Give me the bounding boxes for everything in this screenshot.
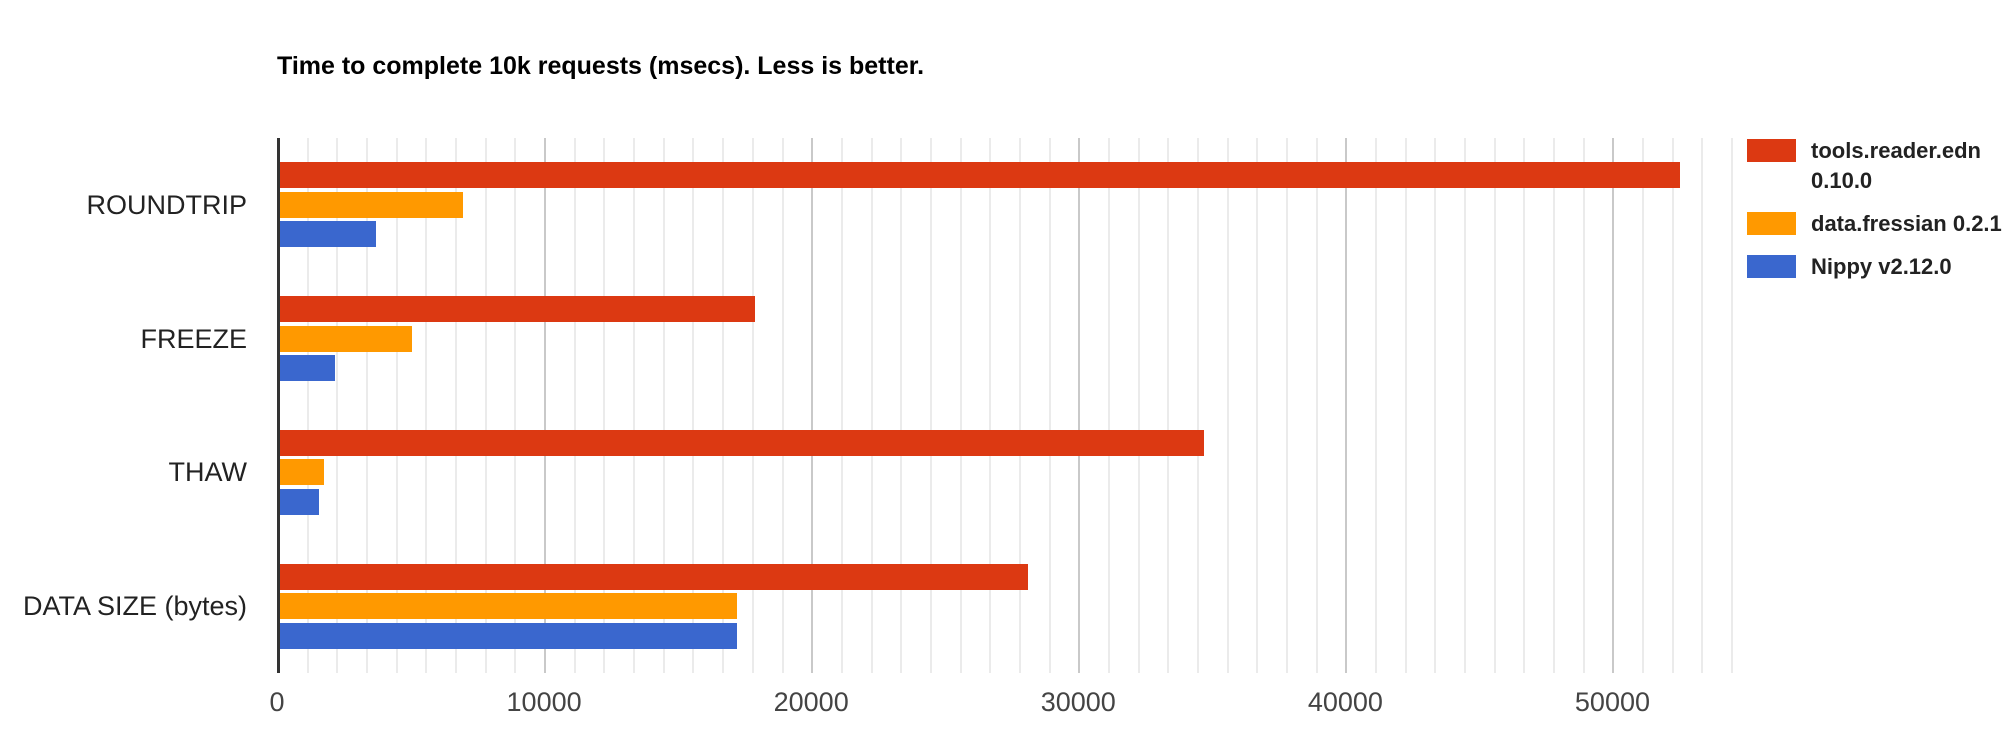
minor-gridline bbox=[1701, 138, 1704, 673]
minor-gridline bbox=[1582, 138, 1585, 673]
bar-roundtrip-tools-reader-edn-0-10-0[interactable] bbox=[280, 162, 1680, 189]
legend-entry[interactable]: Nippy v2.12.0 bbox=[1747, 252, 2003, 282]
x-tick-label: 50000 bbox=[1574, 687, 1650, 717]
x-tick-label: 20000 bbox=[773, 687, 849, 717]
x-tick-label: 40000 bbox=[1307, 687, 1383, 717]
bar-freeze-data-fressian-0-2-1[interactable] bbox=[280, 325, 413, 352]
legend-entry[interactable]: data.fressian 0.2.1 bbox=[1747, 209, 2003, 239]
legend-swatch bbox=[1747, 255, 1796, 278]
minor-gridline bbox=[425, 138, 428, 673]
minor-gridline bbox=[1018, 138, 1021, 673]
minor-gridline bbox=[781, 138, 784, 673]
minor-gridline bbox=[1375, 138, 1378, 673]
minor-gridline bbox=[1731, 138, 1734, 673]
minor-gridline bbox=[1196, 138, 1199, 673]
legend-swatch bbox=[1747, 139, 1796, 162]
minor-gridline bbox=[484, 138, 487, 673]
legend-label: data.fressian 0.2.1 bbox=[1811, 211, 2002, 236]
minor-gridline bbox=[366, 138, 369, 673]
x-tick-label: 10000 bbox=[506, 687, 582, 717]
category-label: ROUNDTRIP bbox=[86, 189, 248, 220]
minor-gridline bbox=[1671, 138, 1674, 673]
category-label: DATA SIZE (bytes) bbox=[22, 591, 247, 622]
bar-freeze-tools-reader-edn-0-10-0[interactable] bbox=[280, 296, 756, 323]
minor-gridline bbox=[514, 138, 517, 673]
x-tick-label: 0 bbox=[269, 687, 285, 717]
major-gridline bbox=[1345, 138, 1348, 673]
legend-entry[interactable]: tools.reader.edn 0.10.0 bbox=[1747, 136, 2003, 196]
minor-gridline bbox=[1256, 138, 1259, 673]
minor-gridline bbox=[692, 138, 695, 673]
minor-gridline bbox=[959, 138, 962, 673]
legend-label: tools.reader.edn 0.10.0 bbox=[1811, 138, 1981, 193]
minor-gridline bbox=[929, 138, 932, 673]
minor-gridline bbox=[840, 138, 843, 673]
bar-freeze-nippy-v2-12-0[interactable] bbox=[280, 355, 335, 382]
minor-gridline bbox=[722, 138, 725, 673]
minor-gridline bbox=[633, 138, 636, 673]
minor-gridline bbox=[1315, 138, 1318, 673]
minor-gridline bbox=[603, 138, 606, 673]
chart-title: Time to complete 10k requests (msecs). L… bbox=[277, 52, 925, 80]
minor-gridline bbox=[1642, 138, 1645, 673]
y-axis-baseline bbox=[277, 138, 280, 673]
minor-gridline bbox=[900, 138, 903, 673]
major-gridline bbox=[1612, 138, 1615, 673]
minor-gridline bbox=[1226, 138, 1229, 673]
minor-gridline bbox=[1167, 138, 1170, 673]
bar-data-size-bytes-data-fressian-0-2-1[interactable] bbox=[280, 593, 737, 620]
minor-gridline bbox=[455, 138, 458, 673]
minor-gridline bbox=[751, 138, 754, 673]
minor-gridline bbox=[1553, 138, 1556, 673]
minor-gridline bbox=[870, 138, 873, 673]
major-gridline bbox=[544, 138, 547, 673]
bar-thaw-tools-reader-edn-0-10-0[interactable] bbox=[280, 429, 1205, 456]
legend-swatch bbox=[1747, 212, 1796, 235]
minor-gridline bbox=[1404, 138, 1407, 673]
major-gridline bbox=[811, 138, 814, 673]
minor-gridline bbox=[395, 138, 398, 673]
minor-gridline bbox=[1137, 138, 1140, 673]
minor-gridline bbox=[336, 138, 339, 673]
minor-gridline bbox=[989, 138, 992, 673]
bar-roundtrip-nippy-v2-12-0[interactable] bbox=[280, 221, 377, 248]
bar-thaw-nippy-v2-12-0[interactable] bbox=[280, 488, 319, 515]
plot-area bbox=[277, 138, 1742, 673]
minor-gridline bbox=[1286, 138, 1288, 673]
minor-gridline bbox=[1434, 138, 1437, 673]
minor-gridline bbox=[306, 138, 309, 673]
minor-gridline bbox=[1493, 138, 1496, 673]
major-gridline bbox=[1078, 138, 1081, 673]
minor-gridline bbox=[662, 138, 665, 673]
category-label: THAW bbox=[168, 457, 247, 488]
minor-gridline bbox=[1464, 138, 1467, 673]
legend: tools.reader.edn 0.10.0 data.fressian 0.2… bbox=[1747, 136, 2003, 282]
bar-roundtrip-data-fressian-0-2-1[interactable] bbox=[280, 191, 463, 218]
bar-thaw-data-fressian-0-2-1[interactable] bbox=[280, 459, 325, 486]
minor-gridline bbox=[1523, 138, 1526, 673]
minor-gridline bbox=[1107, 138, 1110, 673]
x-tick-label: 30000 bbox=[1040, 687, 1116, 717]
minor-gridline bbox=[1048, 138, 1051, 673]
legend-label: Nippy v2.12.0 bbox=[1811, 254, 1952, 279]
category-label: FREEZE bbox=[140, 323, 247, 354]
bar-data-size-bytes-nippy-v2-12-0[interactable] bbox=[280, 622, 737, 649]
minor-gridline bbox=[573, 138, 576, 673]
bar-data-size-bytes-tools-reader-edn-0-10-0[interactable] bbox=[280, 563, 1028, 590]
